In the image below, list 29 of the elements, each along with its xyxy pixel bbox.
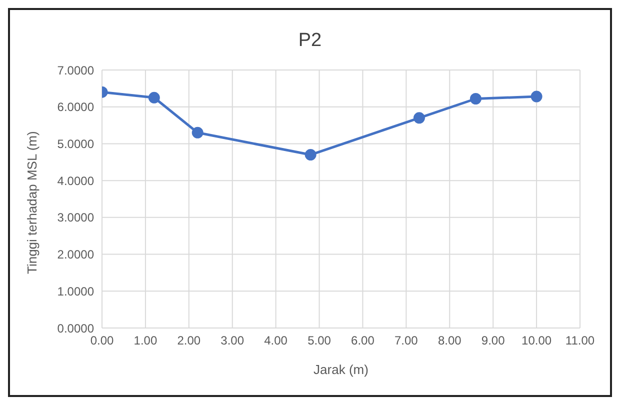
x-axis-title: Jarak (m): [314, 362, 368, 377]
y-tick-label: 1.0000: [57, 284, 94, 298]
y-tick-label: 6.0000: [57, 100, 94, 114]
x-tick-label: 11.00: [565, 334, 595, 348]
x-tick-label: 0.00: [90, 334, 114, 348]
x-tick-label: 5.00: [308, 334, 332, 348]
point: [413, 112, 425, 124]
y-tick-label: 0.0000: [57, 321, 94, 336]
y-tick-label: 4.0000: [57, 174, 94, 188]
point: [470, 93, 482, 104]
chart-title: P2: [297, 30, 323, 53]
y-tick-label: 2.0000: [57, 248, 94, 262]
point: [530, 90, 542, 102]
x-tick-label: 10.00: [522, 334, 552, 348]
x-tick-label: 6.00: [351, 334, 375, 348]
point: [304, 149, 316, 161]
y-axis-title: Tinggi terhadap MSL (m): [24, 131, 40, 274]
x-tick-label: 3.00: [220, 334, 244, 348]
x-tick-label: 9.00: [481, 334, 506, 348]
y-tick-label: 3.0000: [57, 210, 94, 225]
x-tick-label: 1.00: [134, 334, 158, 348]
x-tick-label: 8.00: [438, 334, 462, 348]
x-tick-label: 7.00: [394, 334, 418, 348]
point: [148, 92, 160, 104]
point: [192, 126, 204, 138]
y-tick-label: 5.0000: [57, 136, 94, 151]
y-tick-label: 7.0000: [57, 63, 94, 78]
x-tick-label: 4.00: [264, 334, 288, 348]
x-tick-label: 2.00: [177, 334, 201, 348]
